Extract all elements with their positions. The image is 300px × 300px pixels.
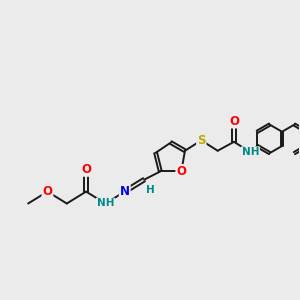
Text: NH: NH bbox=[242, 147, 259, 157]
Text: N: N bbox=[120, 185, 130, 198]
Text: O: O bbox=[43, 185, 52, 198]
Text: O: O bbox=[176, 165, 186, 178]
Text: NH: NH bbox=[97, 199, 114, 208]
Text: S: S bbox=[197, 134, 206, 147]
Text: O: O bbox=[81, 163, 91, 176]
Text: H: H bbox=[146, 185, 154, 195]
Text: O: O bbox=[229, 115, 239, 128]
